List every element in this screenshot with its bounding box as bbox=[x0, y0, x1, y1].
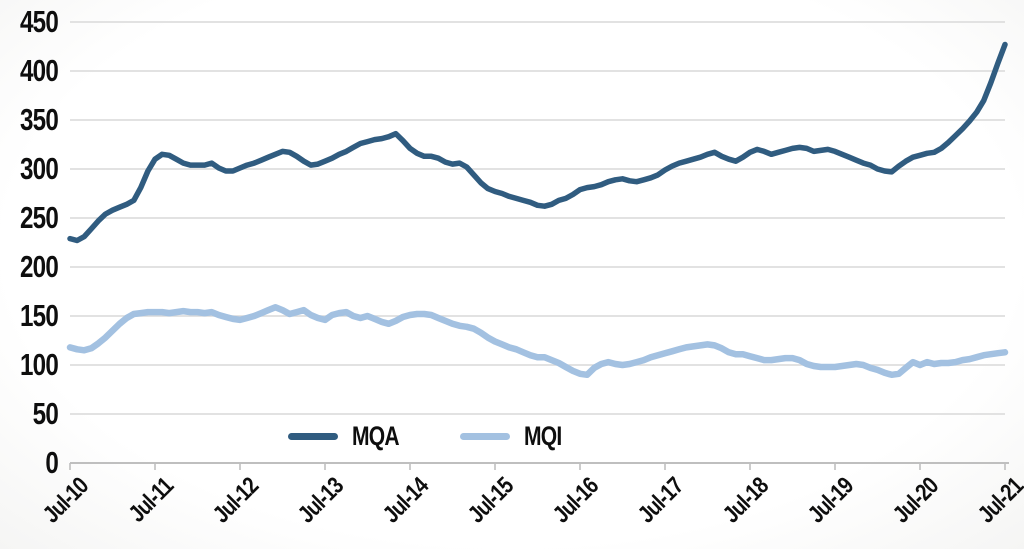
y-tick-label-0: 0 bbox=[45, 445, 58, 480]
series-line-mqa bbox=[67, 41, 1008, 244]
y-tick-label-300: 300 bbox=[19, 151, 59, 186]
legend-label-mqi: MQI bbox=[524, 421, 562, 451]
legend-swatch-mqa bbox=[288, 433, 338, 440]
legend: MQA MQI bbox=[288, 421, 572, 452]
legend-label-mqa: MQA bbox=[352, 421, 400, 451]
y-tick-label-250: 250 bbox=[19, 200, 59, 235]
series-line-mqi bbox=[66, 303, 1009, 379]
y-tick-label-350: 350 bbox=[19, 102, 59, 137]
legend-swatch-mqi bbox=[460, 433, 510, 440]
y-tick-label-100: 100 bbox=[19, 347, 59, 382]
y-tick-label-450: 450 bbox=[19, 4, 59, 39]
y-tick-label-50: 50 bbox=[32, 396, 59, 431]
y-tick-label-150: 150 bbox=[19, 298, 59, 333]
y-tick-label-400: 400 bbox=[19, 53, 59, 88]
y-tick-label-200: 200 bbox=[19, 249, 59, 284]
